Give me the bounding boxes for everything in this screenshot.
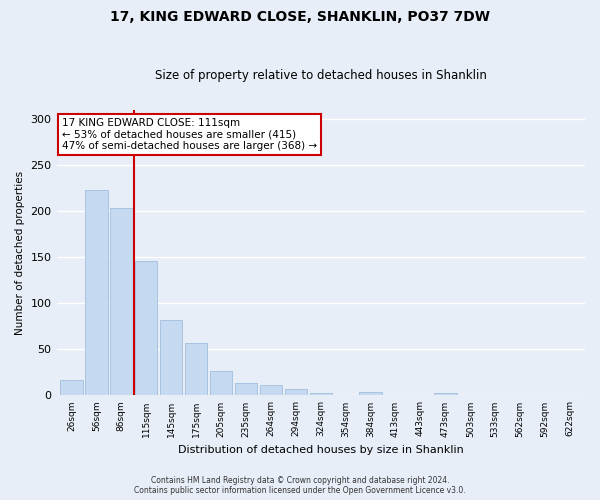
Bar (359, 392, 382, 396)
X-axis label: Distribution of detached houses by size in Shanklin: Distribution of detached houses by size … (178, 445, 464, 455)
Bar (160, 320, 182, 396)
Y-axis label: Number of detached properties: Number of detached properties (15, 170, 25, 334)
Text: Contains HM Land Registry data © Crown copyright and database right 2024.
Contai: Contains HM Land Registry data © Crown c… (134, 476, 466, 495)
Text: 17, KING EDWARD CLOSE, SHANKLIN, PO37 7DW: 17, KING EDWARD CLOSE, SHANKLIN, PO37 7D… (110, 10, 490, 24)
Bar (434, 392, 457, 396)
Bar (284, 389, 307, 396)
Bar (559, 394, 581, 396)
Bar (210, 372, 232, 396)
Text: 17 KING EDWARD CLOSE: 111sqm
← 53% of detached houses are smaller (415)
47% of s: 17 KING EDWARD CLOSE: 111sqm ← 53% of de… (62, 118, 317, 152)
Bar (135, 261, 157, 396)
Bar (235, 382, 257, 396)
Title: Size of property relative to detached houses in Shanklin: Size of property relative to detached ho… (155, 69, 487, 82)
Bar (110, 208, 133, 396)
Bar (185, 343, 208, 396)
Bar (60, 380, 83, 396)
Bar (260, 386, 282, 396)
Bar (85, 190, 107, 396)
Bar (310, 392, 332, 396)
